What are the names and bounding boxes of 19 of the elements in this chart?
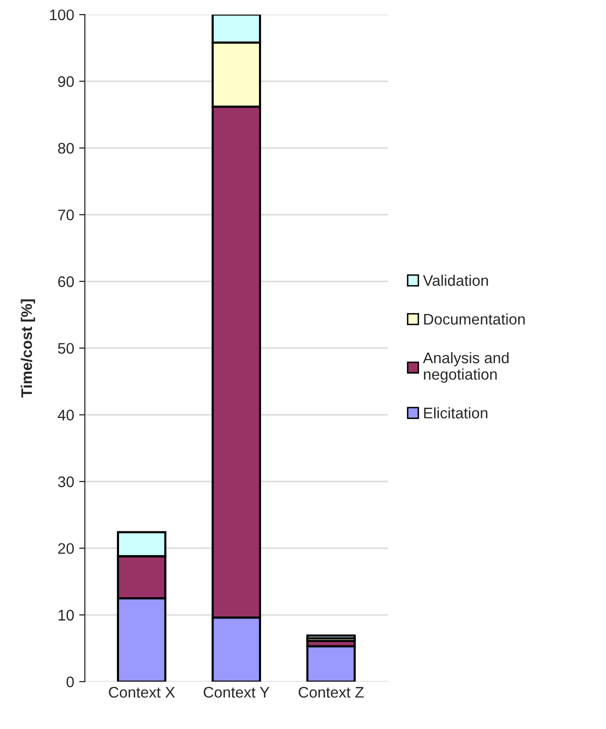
legend-label: Analysis and negotiation — [422, 352, 509, 383]
x-tick-label: Context X — [108, 686, 175, 698]
y-tick-label: 90 — [58, 76, 74, 87]
x-tick-label: Context Z — [298, 686, 364, 698]
x-tick-label: Context Y — [204, 686, 270, 698]
y-tick-label: 60 — [58, 276, 74, 288]
y-tick-label: 100 — [50, 9, 74, 20]
legend-label: Documentation — [424, 313, 525, 325]
y-tick-label: 80 — [58, 142, 74, 154]
y-axis-title: Time/cost [%] — [20, 299, 36, 398]
y-tick-label: 50 — [58, 342, 74, 354]
y-tick-label: 20 — [58, 543, 74, 554]
y-tick-label: 0 — [66, 676, 74, 688]
y-tick-label: 70 — [58, 210, 74, 220]
legend-label: Validation — [422, 274, 488, 286]
y-tick-label: 10 — [58, 610, 74, 621]
y-tick-label: 40 — [58, 410, 74, 420]
legend-label: Elicitation — [424, 407, 488, 418]
y-tick-label: 30 — [58, 476, 74, 488]
